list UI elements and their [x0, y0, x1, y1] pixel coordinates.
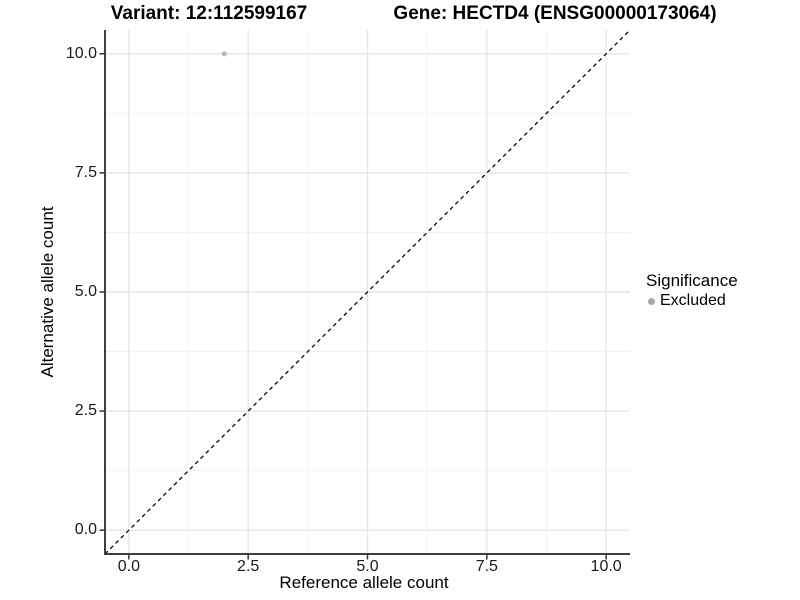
y-tick-label: 5.0: [74, 283, 97, 300]
x-tick-label: 10.0: [590, 558, 622, 575]
plot-title-gene: Gene: HECTD4 (ENSG00000173064): [393, 3, 717, 24]
data-point: [221, 51, 227, 57]
legend-swatch-dot-icon: [648, 297, 655, 305]
x-axis-title: Reference allele count: [279, 573, 449, 592]
plot-title-variant: Variant: 12:112599167: [110, 3, 308, 24]
x-tick-label: 2.5: [237, 558, 260, 575]
identity-reference-line: [104, 29, 631, 555]
y-tick-label: 2.5: [74, 402, 97, 420]
y-axis-title: Alternative allele count: [38, 206, 57, 378]
legend: Significance Excluded: [646, 271, 738, 310]
legend-item-label: Excluded: [660, 292, 726, 309]
y-tick-label: 10.0: [65, 44, 97, 62]
legend-title: Significance: [646, 271, 738, 290]
x-tick-label: 5.0: [356, 558, 379, 575]
y-tick-label: 7.5: [74, 163, 97, 181]
legend-item-excluded: Excluded: [646, 292, 738, 310]
y-tick-label: 0.0: [74, 521, 97, 539]
x-tick-label: 0.0: [117, 558, 140, 575]
x-tick-label: 7.5: [475, 558, 498, 575]
